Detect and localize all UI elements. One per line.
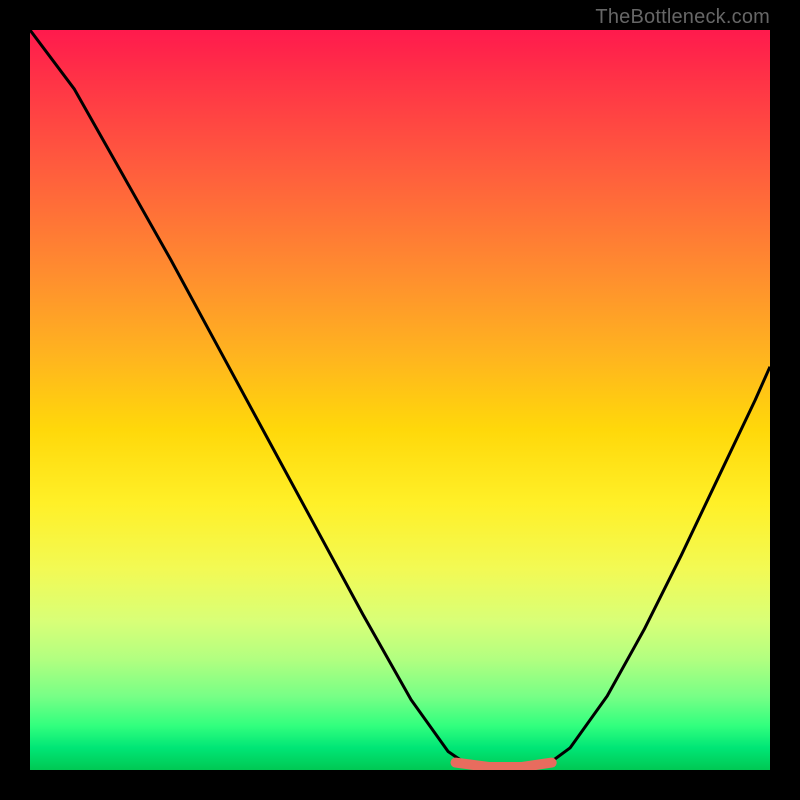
bottleneck-curve <box>30 30 770 770</box>
plot-area <box>30 30 770 770</box>
chart-container: TheBottleneck.com <box>0 0 800 800</box>
watermark-text: TheBottleneck.com <box>595 6 770 29</box>
flat-region-marker <box>456 763 552 767</box>
curve-layer <box>30 30 770 770</box>
